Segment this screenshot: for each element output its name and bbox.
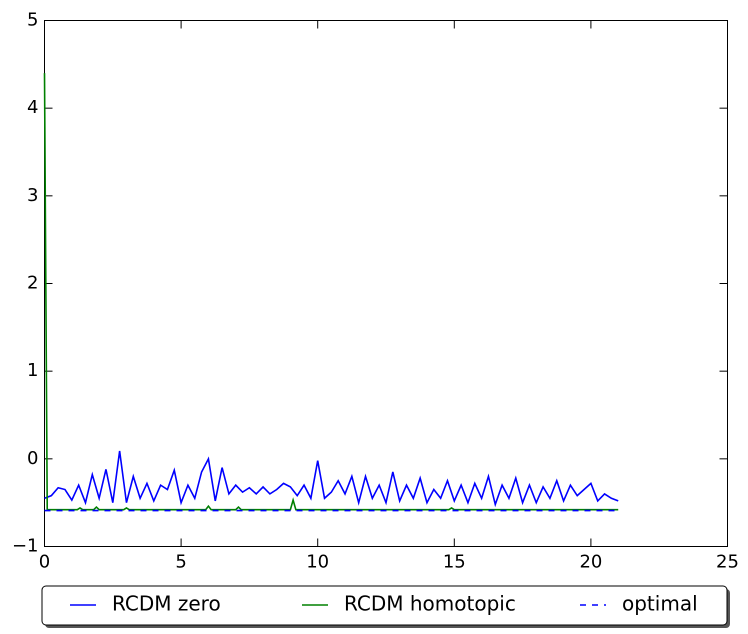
plot-frame <box>44 20 728 547</box>
legend-label: RCDM homotopic <box>344 592 516 616</box>
x-tick-label: 25 <box>716 552 739 573</box>
legend-box <box>41 585 728 626</box>
legend: RCDM zero RCDM homotopic optimal <box>41 585 730 628</box>
y-tick-label: 2 <box>27 273 38 294</box>
y-tick-label: −1 <box>12 536 39 557</box>
line-series <box>43 73 619 511</box>
x-tick-label: 10 <box>306 552 329 573</box>
y-tick-label: 5 <box>27 10 38 31</box>
x-tick-label: 20 <box>579 552 602 573</box>
x-tick-label: 0 <box>39 552 50 573</box>
y-tick-label: 4 <box>27 97 38 118</box>
y-tick-label: 0 <box>27 448 38 469</box>
line-series <box>44 450 619 508</box>
y-tick-label: 3 <box>27 185 38 206</box>
legend-label: optimal <box>622 592 698 616</box>
x-tick-label: 5 <box>175 552 186 573</box>
y-tick-label: 1 <box>27 360 38 381</box>
x-tick-label: 15 <box>443 552 466 573</box>
legend-label: RCDM zero <box>112 592 221 616</box>
